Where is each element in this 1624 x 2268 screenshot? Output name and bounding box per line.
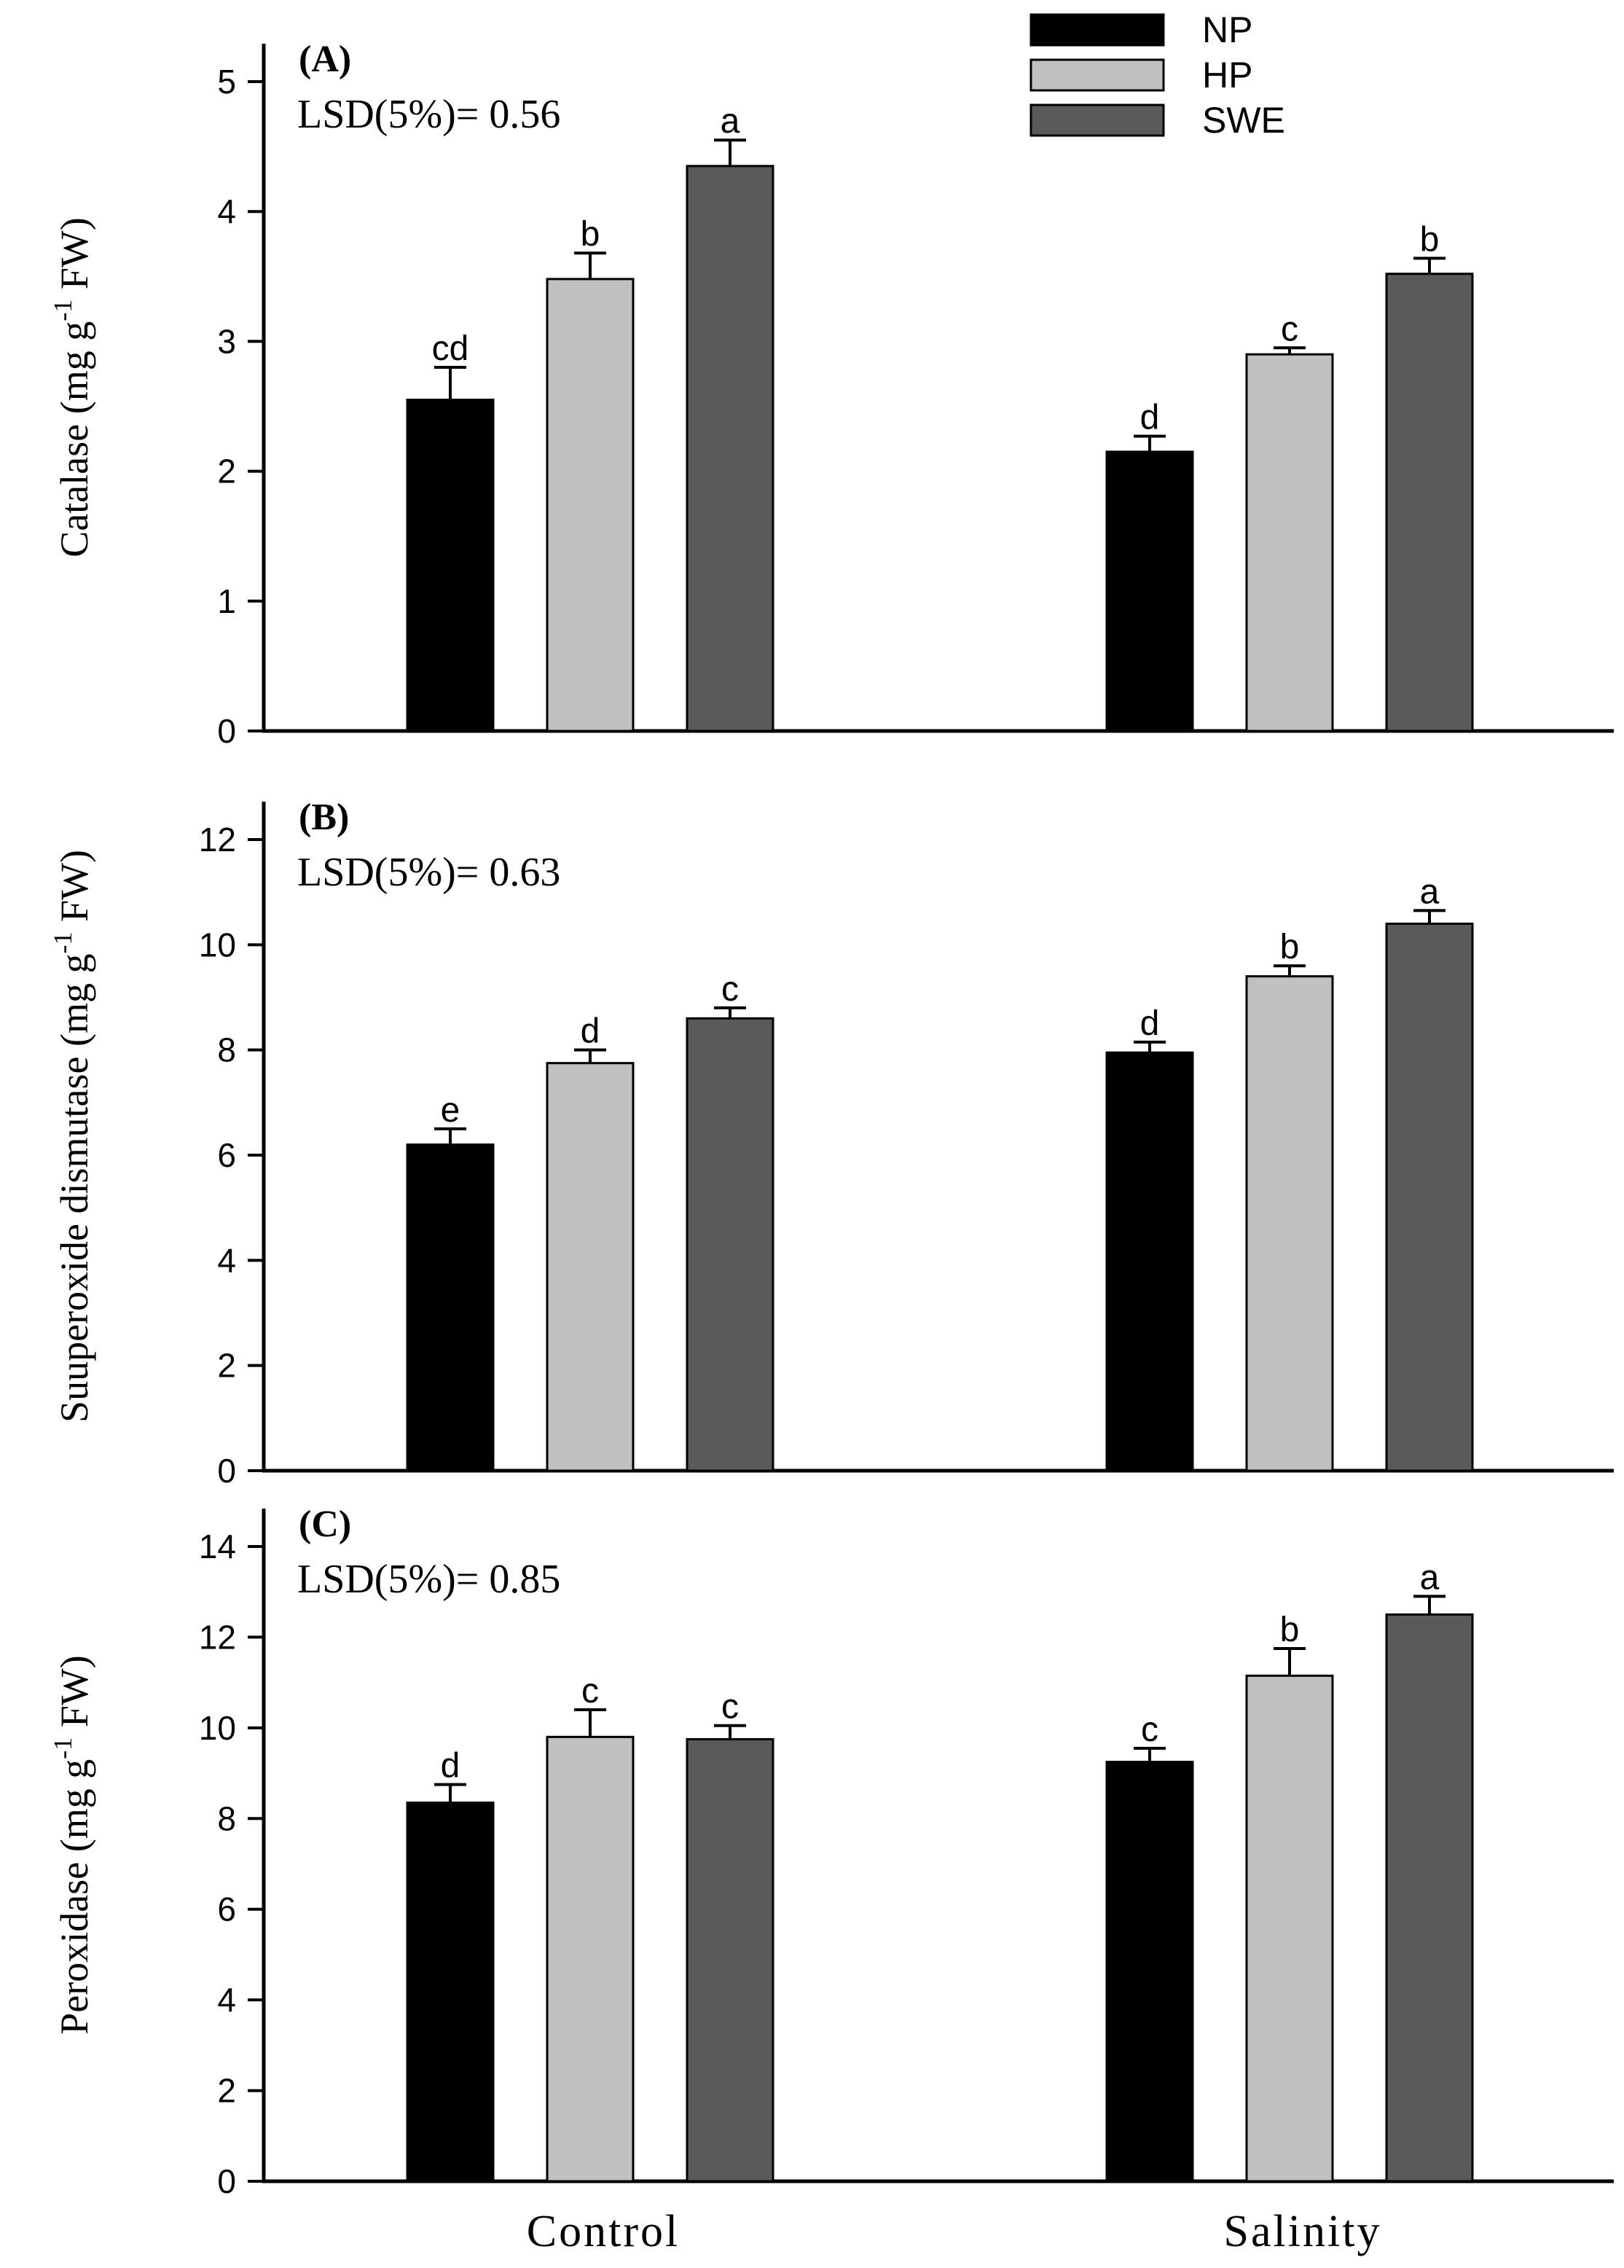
y-tick-label: 12 [199,1618,236,1656]
panel-label: (C) [299,1503,351,1545]
significance-letter: d [1140,398,1160,437]
legend-label: SWE [1202,100,1285,141]
significance-letter: e [441,1091,460,1130]
bar-hp-control [546,1062,635,1472]
bar-swe-control [686,165,774,732]
y-tick-label: 10 [199,1709,236,1747]
y-tick-label: 0 [217,1452,236,1490]
panel-1: 0 1 2 3 4 5 Catalase (mg g-1 FW) (A) LSD(5%)= 0.… [48,39,1614,750]
significance-letter: a [1420,872,1440,911]
x-category-label: Control [527,2207,680,2256]
y-axis-label: Catalase (mg g-1 FW) [48,217,96,557]
lsd-annotation: LSD(5%)= 0.56 [297,92,560,137]
significance-letter: d [441,1747,460,1786]
lsd-annotation: LSD(5%)= 0.85 [297,1557,560,1602]
y-tick-label: 4 [217,192,236,230]
y-tick-label: 2 [217,453,236,490]
significance-letter: c [1281,310,1298,348]
significance-letter: d [1140,1004,1160,1043]
y-tick-label: 2 [217,1347,236,1385]
y-tick-label: 6 [217,1890,236,1928]
legend-label: HP [1202,55,1252,95]
bar-swe-salinity [1385,922,1474,1472]
bar-np-salinity [1105,1051,1194,1472]
y-tick-label: 2 [217,2072,236,2110]
significance-letter: a [721,102,740,141]
y-tick-label: 0 [217,712,236,750]
y-axis-label: Peroxidase (mg g-1 FW) [48,1655,96,2034]
y-tick-label: 14 [199,1528,236,1565]
bar-swe-salinity [1385,273,1474,732]
y-tick-label: 6 [217,1136,236,1174]
y-tick-label: 12 [199,821,236,859]
legend-swatch-swe [1029,103,1165,137]
bar-np-salinity [1105,1761,1194,2183]
bar-hp-salinity [1245,975,1334,1472]
panel-3: 0 2 4 6 8 10 12 14 Peroxidase (mg g-1 FW) (C) LSD(… [48,1503,1614,2200]
y-tick-label: 3 [217,322,236,360]
y-tick-label: 10 [199,926,236,963]
legend-label: NP [1202,9,1252,50]
bar-hp-salinity [1245,353,1334,732]
bar-np-control [406,399,495,732]
y-tick-label: 4 [217,1981,236,2019]
bar-hp-control [546,278,635,732]
significance-letter: a [1420,1558,1440,1597]
significance-letter: d [581,1012,600,1051]
lsd-annotation: LSD(5%)= 0.63 [297,850,560,895]
bar-np-salinity [1105,450,1194,732]
legend: NP HP SWE [1029,9,1285,141]
significance-letter: c [721,1688,739,1727]
y-axis-label: Suuperoxide dismutase (mg g-1 FW) [48,850,96,1423]
y-tick-label: 1 [217,582,236,620]
panel-label: (A) [299,39,351,80]
x-category-labels: Control Salinity [527,2207,1382,2256]
bar-hp-control [546,1735,635,2183]
y-tick-label: 8 [217,1031,236,1069]
bar-hp-salinity [1245,1674,1334,2183]
legend-swatch-hp [1029,58,1165,92]
significance-letter: c [581,1672,599,1710]
y-tick-label: 4 [217,1241,236,1279]
significance-letter: b [1420,220,1440,259]
y-tick-label: 8 [217,1799,236,1837]
significance-letter: b [1280,1611,1300,1649]
panel-2: 0 2 4 6 8 10 12 Suuperoxide dismutase (mg g-1 F… [48,797,1614,1490]
y-tick-label: 5 [217,63,236,101]
bar-swe-salinity [1385,1613,1474,2183]
significance-letter: b [581,215,600,254]
legend-swatch-np [1029,13,1165,47]
significance-letter: c [1141,1710,1158,1749]
significance-letter: cd [432,329,469,368]
bar-np-control [406,1802,495,2183]
significance-letter: c [721,970,739,1009]
bar-swe-control [686,1017,774,1472]
bar-swe-control [686,1737,774,2183]
y-tick-label: 0 [217,2162,236,2200]
significance-letter: b [1280,928,1300,966]
bar-np-control [406,1143,495,1472]
x-category-label: Salinity [1224,2207,1382,2256]
panel-label: (B) [299,797,349,838]
